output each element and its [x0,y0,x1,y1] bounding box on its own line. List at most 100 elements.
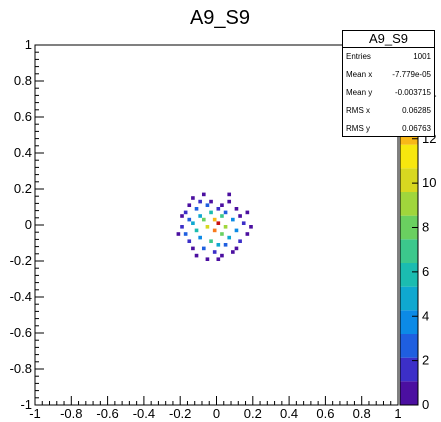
heatmap-cell [205,203,210,207]
heatmap-cell [220,232,224,236]
stats-row-label: Mean y [346,88,373,97]
y-tick-label: 1 [25,37,32,52]
heatmap-cell [220,214,224,218]
palette-band [400,310,418,334]
stats-row: Mean y -0.003715 [343,84,434,102]
heatmap-cell [241,221,246,225]
heatmap-cell [249,225,253,229]
heatmap-cell [227,235,232,240]
palette-tick-label: 10 [422,175,436,190]
heatmap-cell [212,228,217,233]
heatmap-cell [183,232,188,236]
y-tick-label: -0.8 [10,361,32,376]
heatmap-cell [223,210,228,215]
heatmap-cell [180,214,184,218]
heatmap-cell [231,250,235,254]
stats-row-value: 0.06285 [402,106,431,115]
y-tick-label: 0.4 [14,145,32,160]
palette-tick-label: 0 [422,397,429,412]
stats-row-label: RMS x [346,106,370,115]
heatmap-cell [234,246,239,251]
stats-title: A9_S9 [343,31,434,48]
heatmap-cell [180,225,184,229]
heatmap-cell [231,217,235,222]
palette-band [400,192,418,216]
x-tick-label: -0.8 [60,406,82,421]
heatmap-cell [234,207,239,211]
x-tick-label: 0 [213,406,220,421]
heatmap-cell [227,192,232,197]
x-tick-label: 1 [394,406,401,421]
heatmap-cell [209,239,213,243]
stats-row: RMS x 0.06285 [343,102,434,120]
heatmap-cell [183,210,188,215]
palette-band [400,215,418,240]
y-tick-label: 0.2 [14,181,32,196]
stats-row-value: -7.779e-05 [392,70,431,79]
palette-tick-label: 2 [422,353,429,368]
stats-row-value: 0.06763 [402,124,431,133]
heatmap-cell [245,232,250,236]
heatmap-cell [205,225,210,229]
heatmap-cell [194,228,199,233]
x-tick-label: 0.8 [353,406,371,421]
stats-box: A9_S9 Entries 1001 Mean x -7.779e-05 Mean y -… [342,30,435,137]
heatmap-cell [198,235,202,240]
palette-tick-label: 4 [422,308,429,323]
y-tick-label: -0.2 [10,253,32,268]
stats-row: Mean x -7.779e-05 [343,66,434,84]
y-tick-label: 0 [25,217,32,232]
stats-row: Entries 1001 [343,48,434,66]
stats-row-value: 1001 [413,52,431,61]
heatmap-cell [216,257,221,261]
heatmap-cell [245,210,250,215]
palette-band [400,239,418,263]
heatmap-cell [220,203,224,207]
heatmap-cell [212,250,217,254]
x-tick-label: -0.2 [169,406,191,421]
heatmap-cells [176,192,253,261]
heatmap-cell [220,253,224,258]
heatmap-cell [223,243,228,247]
stats-row-label: Entries [346,52,371,61]
chart-title: A9_S9 [190,7,250,29]
heatmap-cell [216,207,221,211]
palette-band [400,168,418,192]
heatmap-cell [238,239,242,243]
heatmap-cell [227,199,232,204]
heatmap-cell [201,192,206,197]
x-tick-label: 0.6 [316,406,334,421]
heatmap-cell [191,196,195,200]
y-tick-label: -0.4 [10,289,32,304]
palette-tick-label: 8 [422,220,429,235]
heatmap-cell [198,199,202,204]
x-tick-label: 0.2 [244,406,262,421]
x-tick-label: 0.4 [280,406,298,421]
palette-band [400,286,418,311]
heatmap-cell [216,221,221,225]
x-tick-label: -0.4 [133,406,155,421]
heatmap-cell [216,243,221,247]
heatmap-cell [212,217,217,222]
heatmap-cell [194,207,199,211]
x-axis: -1 -0.8 -0.6 -0.4 -0.2 0 0.2 0.4 0.6 0.8 1 [29,396,402,421]
heatmap-cell [223,225,228,229]
stats-row: RMS y 0.06763 [343,120,434,138]
heatmap-cell [187,203,192,207]
stats-row-label: RMS y [346,124,370,133]
palette-band [400,334,418,358]
y-axis: -1 -0.8 -0.6 -0.4 -0.2 0 0.2 0.4 0.6 0.8 1 [10,37,44,412]
heatmap-cell [209,210,213,215]
palette-band [400,381,418,405]
heatmap-cell [209,199,213,204]
y-tick-label: -1 [20,397,32,412]
heatmap-cell [187,217,192,222]
stats-row-label: Mean x [346,70,373,79]
palette-band [400,263,418,287]
heatmap-cell [198,214,202,218]
y-tick-label: 0.6 [14,109,32,124]
heatmap-cell [238,214,242,218]
heatmap-cell [201,217,206,222]
heatmap-cell [205,257,210,261]
heatmap-cell [201,246,206,251]
